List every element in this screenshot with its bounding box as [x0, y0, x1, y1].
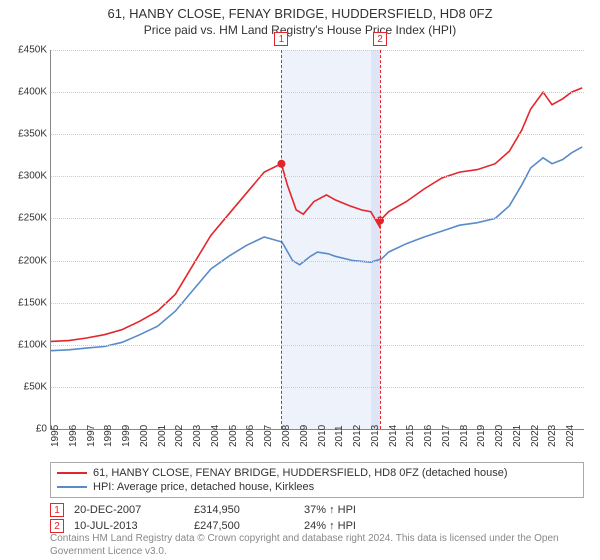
x-axis-label: 2010	[314, 425, 328, 447]
y-axis-label: £50K	[24, 381, 51, 392]
x-axis-label: 2002	[171, 425, 185, 447]
legend-label: HPI: Average price, detached house, Kirk…	[93, 481, 314, 493]
legend-swatch	[57, 472, 87, 474]
x-axis-label: 1995	[47, 425, 61, 447]
sale-marker-icon: 1	[50, 503, 64, 517]
sale-delta: 37% ↑ HPI	[304, 504, 404, 516]
y-axis-label: £150K	[18, 297, 51, 308]
sale-events-table: 1 20-DEC-2007 £314,950 37% ↑ HPI 2 10-JU…	[50, 502, 584, 534]
x-axis-label: 1997	[83, 425, 97, 447]
y-axis-label: £450K	[18, 45, 51, 56]
sale-marker-icon: 2	[50, 519, 64, 533]
chart-legend: 61, HANBY CLOSE, FENAY BRIDGE, HUDDERSFI…	[50, 462, 584, 498]
sale-row: 2 10-JUL-2013 £247,500 24% ↑ HPI	[50, 518, 584, 534]
sale-price: £247,500	[194, 520, 294, 532]
x-axis-label: 2018	[456, 425, 470, 447]
x-axis-label: 2022	[527, 425, 541, 447]
legend-label: 61, HANBY CLOSE, FENAY BRIDGE, HUDDERSFI…	[93, 467, 507, 479]
event-marker-icon: 1	[274, 32, 288, 46]
x-axis-label: 1999	[118, 425, 132, 447]
x-axis-label: 2015	[402, 425, 416, 447]
attribution-text: Contains HM Land Registry data © Crown c…	[50, 533, 584, 558]
y-axis-label: £250K	[18, 213, 51, 224]
x-axis-label: 2012	[349, 425, 363, 447]
x-axis-label: 2014	[385, 425, 399, 447]
y-axis-label: £200K	[18, 255, 51, 266]
sale-row: 1 20-DEC-2007 £314,950 37% ↑ HPI	[50, 502, 584, 518]
sale-price: £314,950	[194, 504, 294, 516]
legend-swatch	[57, 486, 87, 488]
x-axis-label: 2001	[154, 425, 168, 447]
y-axis-label: £300K	[18, 171, 51, 182]
x-axis-label: 2013	[367, 425, 381, 447]
x-axis-label: 2008	[278, 425, 292, 447]
x-axis-label: 2011	[331, 425, 345, 447]
sale-delta: 24% ↑ HPI	[304, 520, 404, 532]
chart-header: 61, HANBY CLOSE, FENAY BRIDGE, HUDDERSFI…	[0, 0, 600, 39]
x-axis-label: 2023	[544, 425, 558, 447]
chart-subtitle: Price paid vs. HM Land Registry's House …	[10, 23, 590, 37]
y-axis-label: £100K	[18, 339, 51, 350]
event-marker-icon: 2	[373, 32, 387, 46]
x-axis-label: 2005	[225, 425, 239, 447]
chart-title: 61, HANBY CLOSE, FENAY BRIDGE, HUDDERSFI…	[10, 6, 590, 21]
x-axis-label: 2000	[136, 425, 150, 447]
sale-date: 20-DEC-2007	[74, 504, 184, 516]
chart-svg	[51, 50, 584, 429]
x-axis-label: 2009	[296, 425, 310, 447]
sale-date: 10-JUL-2013	[74, 520, 184, 532]
x-axis-label: 2020	[491, 425, 505, 447]
x-axis-label: 2016	[420, 425, 434, 447]
x-axis-label: 1996	[65, 425, 79, 447]
legend-item-price-paid: 61, HANBY CLOSE, FENAY BRIDGE, HUDDERSFI…	[57, 466, 577, 480]
chart-plot-area: £0£50K£100K£150K£200K£250K£300K£350K£400…	[50, 50, 584, 430]
x-axis-label: 2021	[509, 425, 523, 447]
x-axis-label: 2024	[562, 425, 576, 447]
x-axis-label: 2006	[242, 425, 256, 447]
y-axis-label: £400K	[18, 87, 51, 98]
legend-item-hpi: HPI: Average price, detached house, Kirk…	[57, 480, 577, 494]
x-axis-label: 2003	[189, 425, 203, 447]
x-axis-label: 2004	[207, 425, 221, 447]
x-axis-label: 1998	[100, 425, 114, 447]
x-axis-label: 2017	[438, 425, 452, 447]
x-axis-label: 2007	[260, 425, 274, 447]
y-axis-label: £350K	[18, 129, 51, 140]
x-axis-label: 2019	[473, 425, 487, 447]
series-line-hpi	[51, 147, 582, 351]
